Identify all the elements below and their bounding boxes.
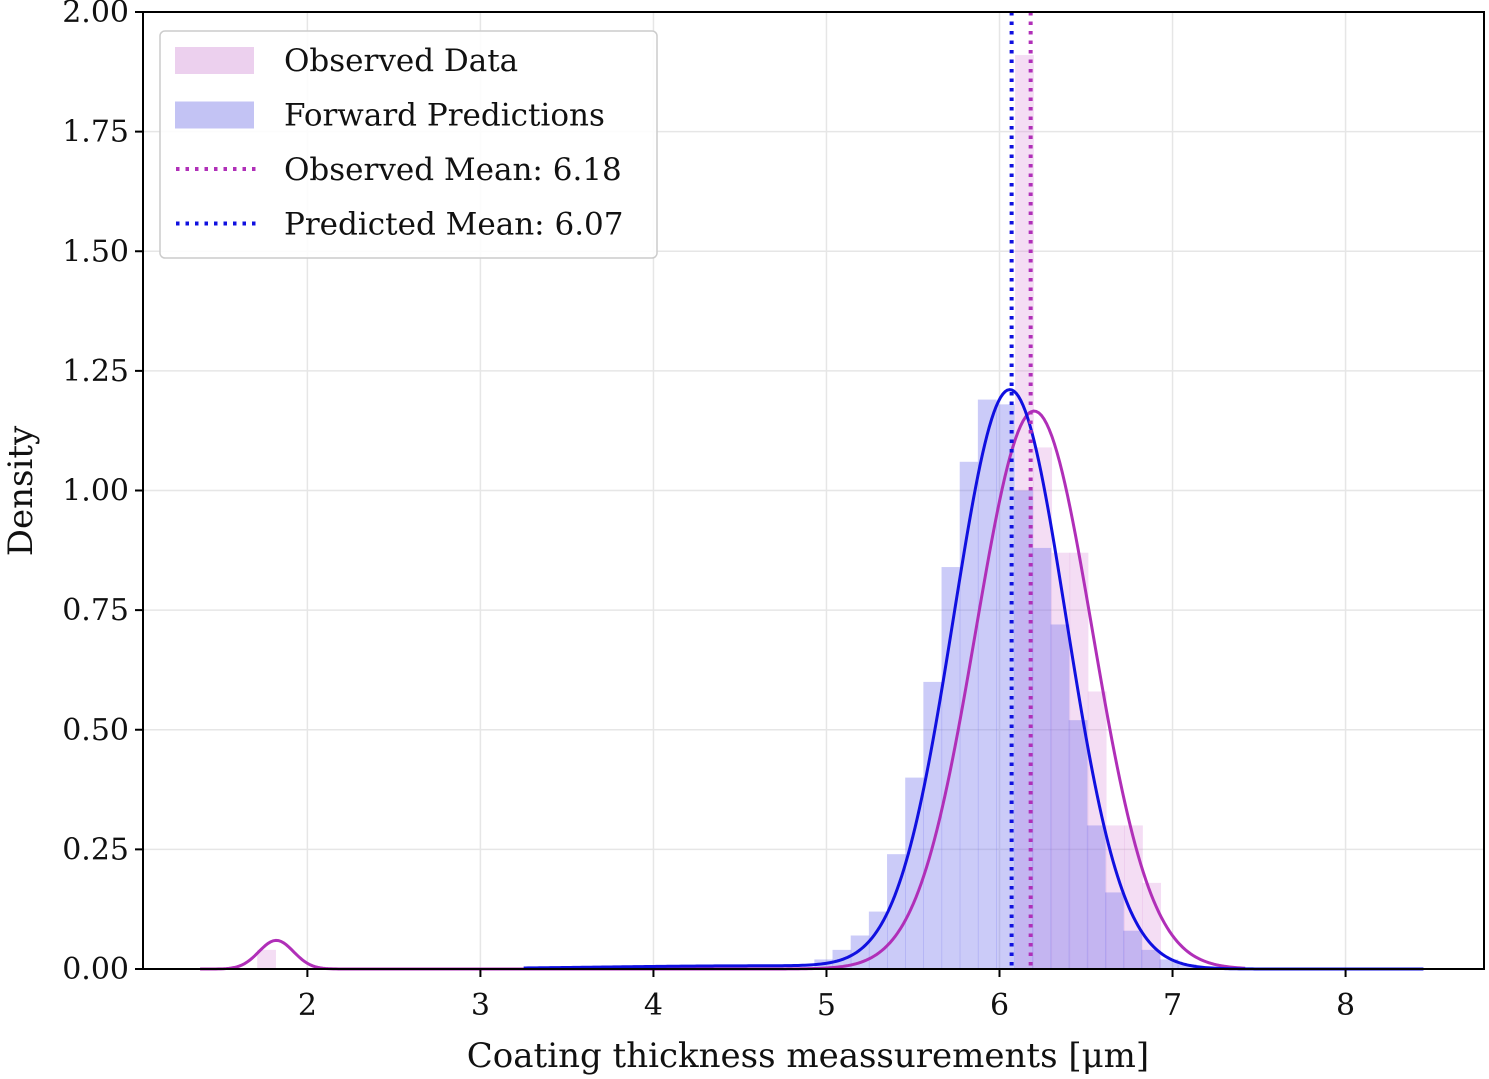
forward-predictions-bar-11 [1014,490,1033,969]
forward-predictions-bar-19 [1159,959,1179,969]
observed-data-bar-7 [1124,825,1143,969]
legend-label-2: Observed Mean: 6.18 [284,152,622,188]
forward-predictions-bar-15 [1086,825,1106,969]
y-tick-label-0: 0.00 [62,952,129,987]
legend-swatch-0 [175,47,254,74]
x-axis-label: Coating thickness meassurements [μm] [467,1036,1149,1076]
x-tick-label-4: 6 [990,988,1009,1023]
legend-label-1: Forward Predictions [284,98,605,134]
y-tick-label-7: 1.75 [62,115,129,150]
y-tick-label-1: 0.25 [62,832,129,867]
x-tick-label-2: 4 [644,988,663,1023]
forward-predictions-bar-13 [1050,624,1070,969]
x-tick-label-0: 2 [298,988,317,1023]
observed-data-bar-4 [1069,552,1089,969]
forward-predictions-bar-16 [1105,892,1124,969]
legend-label-3: Predicted Mean: 6.07 [284,207,624,243]
x-tick-label-1: 3 [471,988,490,1023]
y-axis-label: Density [1,425,41,556]
forward-predictions-bar-12 [1032,547,1052,969]
observed-data-bar-6 [1105,825,1125,969]
forward-predictions-bar-14 [1068,720,1088,969]
legend-frame [159,30,658,259]
y-tick-label-2: 0.50 [62,713,129,748]
y-tick-label-6: 1.50 [62,234,129,269]
y-tick-label-3: 0.75 [62,593,129,628]
axis-ticks: 2 3 4 5 6 7 8 0.00 0.25 0.50 0.75 1.00 1.25 1.50 1.75 2… [62,0,1355,1023]
y-tick-label-4: 1.00 [62,474,129,509]
forward-predictions-bar-6 [923,681,943,969]
forward-predictions-bar-20 [1177,964,1197,969]
forward-predictions-bar-18 [1141,949,1161,969]
observed-data-bar-0 [257,949,276,969]
observed-data-bar-3 [1051,552,1071,969]
forward-predictions-bar-8 [959,461,979,969]
observed-data-bar-5 [1087,691,1107,969]
observed-data-bar-1 [1015,55,1034,969]
legend: Observed Data Forward Predictions Observed… [159,30,658,259]
legend-swatch-1 [175,101,254,129]
x-tick-label-5: 7 [1163,988,1182,1023]
y-tick-label-5: 1.25 [62,354,129,389]
x-tick-label-6: 8 [1336,988,1355,1023]
observed-data-bar-2 [1033,447,1053,969]
forward-predictions-bar-9 [977,399,997,970]
forward-predictions-bar-5 [905,777,924,969]
mean-lines [1009,12,1033,969]
forward-predictions-bar-17 [1123,930,1142,969]
legend-label-0: Observed Data [284,43,518,79]
x-tick-label-3: 5 [817,988,836,1023]
y-tick-label-8: 2.00 [62,0,129,30]
